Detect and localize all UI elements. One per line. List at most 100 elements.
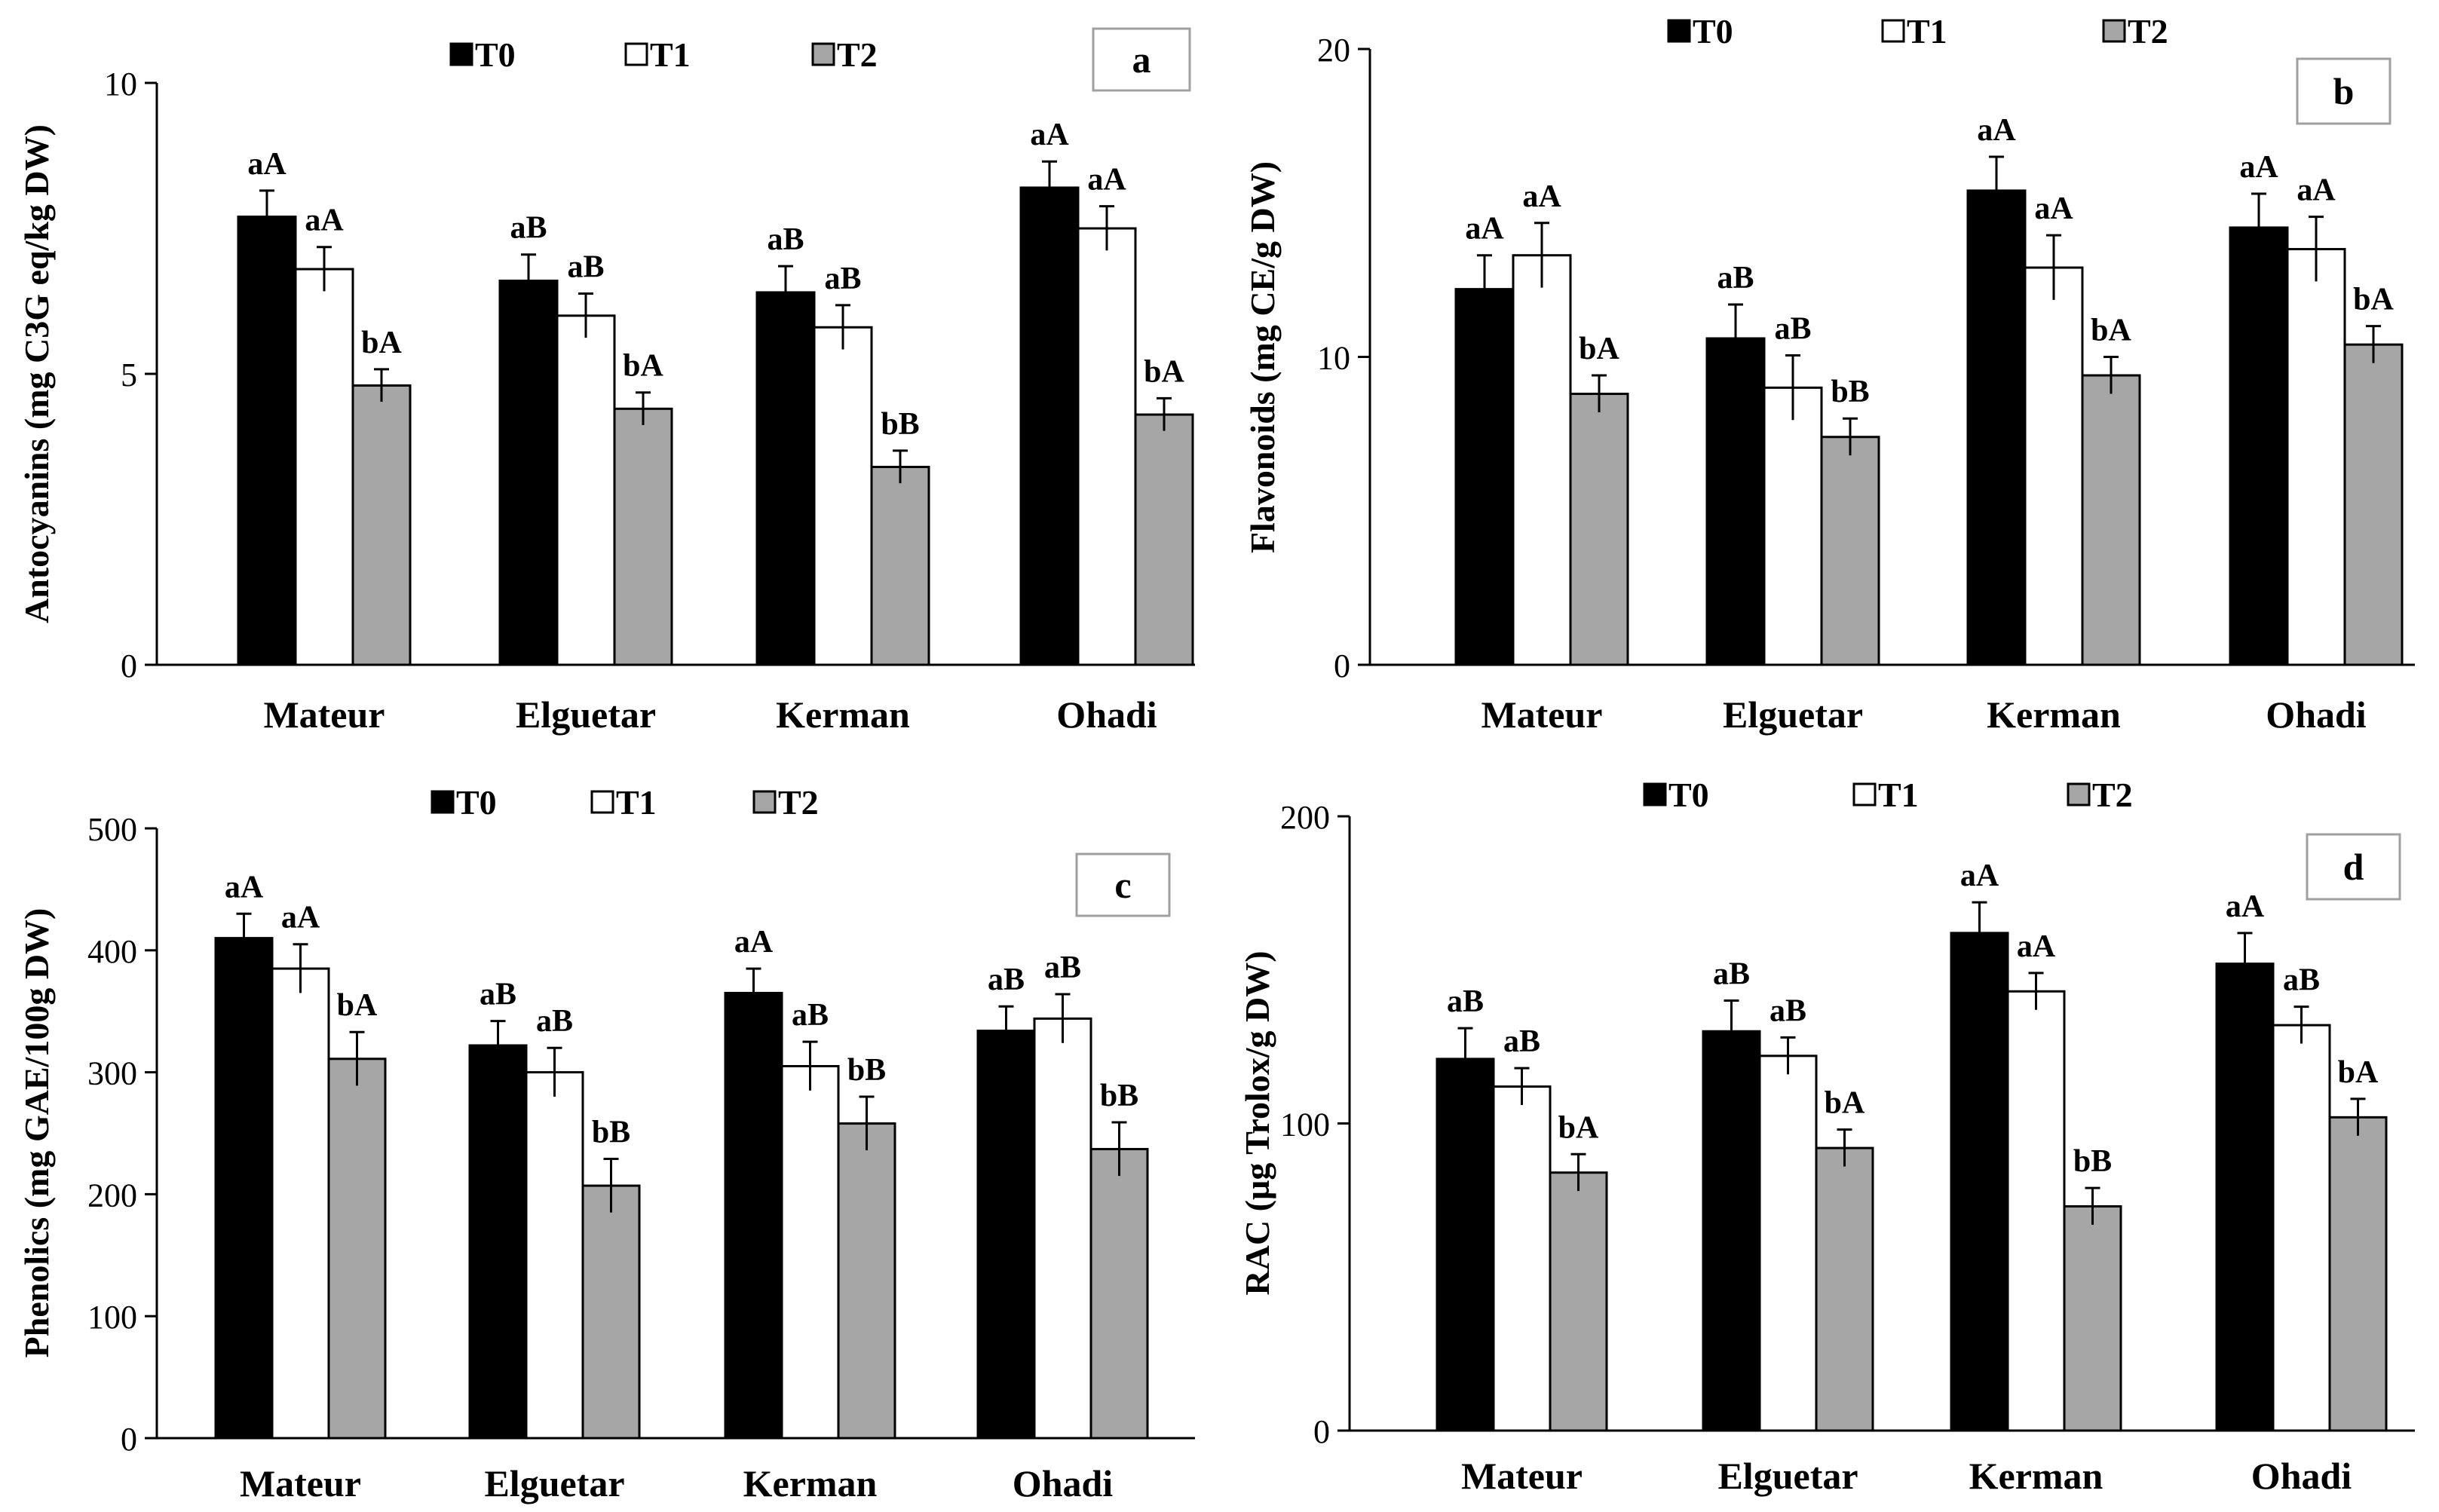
significance-label: aA bbox=[2017, 929, 2056, 964]
bar-t0 bbox=[1436, 1057, 1495, 1432]
significance-label: bA bbox=[2353, 283, 2394, 317]
bar-t1 bbox=[1492, 1085, 1552, 1432]
legend-label: T2 bbox=[778, 783, 819, 822]
legend-swatch-t1 bbox=[1881, 19, 1905, 43]
panel-label-box bbox=[2296, 57, 2392, 125]
bar-t0 bbox=[755, 291, 816, 666]
bar-t1 bbox=[1763, 386, 1823, 666]
bar-t1 bbox=[2272, 1024, 2331, 1432]
significance-label: aB bbox=[2283, 963, 2320, 998]
significance-label: aB bbox=[1713, 957, 1750, 992]
bar-t0 bbox=[237, 216, 297, 666]
significance-label: bA bbox=[1558, 1110, 1599, 1145]
panel-label: d bbox=[2343, 846, 2364, 888]
significance-label: bA bbox=[1825, 1086, 1865, 1121]
x-category-label: Elguetar bbox=[484, 1462, 624, 1504]
significance-label: aA bbox=[1087, 163, 1126, 197]
significance-label: aA bbox=[1960, 859, 1999, 893]
significance-label: aA bbox=[2226, 889, 2265, 924]
y-axis-title: RAC (µg Trolox/g DW) bbox=[1238, 950, 1276, 1295]
significance-label: aB bbox=[1770, 993, 1806, 1028]
significance-label: aB bbox=[792, 998, 829, 1033]
significance-label: bA bbox=[2091, 314, 2131, 348]
bar-t0 bbox=[2215, 963, 2275, 1432]
x-category-label: Kerman bbox=[776, 693, 910, 736]
y-axis-title: Antocyanins (mg C3G eq/kg DW) bbox=[17, 124, 56, 623]
x-category-label: Ohadi bbox=[1056, 693, 1157, 736]
significance-label: aA bbox=[2034, 191, 2073, 226]
bar-t0 bbox=[468, 1044, 528, 1440]
legend-swatch-t2 bbox=[2067, 782, 2091, 807]
significance-label: aA bbox=[247, 147, 286, 182]
significance-label: bB bbox=[592, 1115, 630, 1149]
significance-label: aB bbox=[988, 963, 1025, 997]
x-category-label: Elguetar bbox=[516, 693, 656, 736]
legend-label: T2 bbox=[2092, 776, 2133, 814]
bar-t1 bbox=[2286, 248, 2346, 666]
bar-t0 bbox=[1950, 932, 2009, 1432]
significance-label: bA bbox=[623, 349, 663, 384]
legend-label: T1 bbox=[650, 35, 691, 74]
y-tick-label: 0 bbox=[121, 1421, 137, 1458]
significance-label: aA bbox=[305, 204, 344, 238]
y-tick-label: 100 bbox=[1280, 1106, 1330, 1143]
bar-t2 bbox=[1815, 1146, 1874, 1432]
significance-label: aA bbox=[2239, 150, 2278, 185]
significance-label: aB bbox=[480, 978, 516, 1012]
y-tick-label: 0 bbox=[1313, 1413, 1330, 1450]
x-category-label: Elguetar bbox=[1723, 693, 1863, 736]
x-category-label: Mateur bbox=[263, 693, 385, 736]
x-category-label: Ohadi bbox=[1013, 1462, 1114, 1504]
panel-label: b bbox=[2333, 70, 2355, 112]
significance-label: bA bbox=[2338, 1055, 2379, 1090]
y-tick-label: 400 bbox=[87, 933, 137, 970]
legend-label: T2 bbox=[2128, 12, 2168, 51]
significance-label: bB bbox=[1831, 375, 1869, 409]
significance-label: aB bbox=[824, 262, 861, 296]
y-tick-label: 20 bbox=[1317, 32, 1350, 69]
significance-label: aB bbox=[1717, 261, 1754, 295]
legend-swatch-t2 bbox=[2102, 19, 2126, 43]
panel-label: a bbox=[1132, 38, 1151, 81]
bar-t1 bbox=[556, 314, 616, 666]
y-axis-title: Flavonoids (mg CE/g DW) bbox=[1243, 161, 1282, 553]
bar-t1 bbox=[525, 1071, 584, 1440]
panel-c-phenolics-chart: 0 100 200 300 400 500 Phenolics (mg GAE/100g D… bbox=[17, 783, 1195, 1504]
y-tick-label: 300 bbox=[87, 1055, 137, 1092]
bar-t1 bbox=[1512, 254, 1572, 666]
significance-label: aA bbox=[734, 925, 774, 960]
bar-t2 bbox=[2063, 1205, 2122, 1432]
significance-label: aB bbox=[1503, 1024, 1540, 1059]
x-category-label: Elguetar bbox=[1717, 1455, 1858, 1497]
significance-label: bB bbox=[1100, 1079, 1138, 1113]
bar-t2 bbox=[1089, 1148, 1149, 1440]
significance-label: bA bbox=[337, 988, 378, 1023]
bar-t2 bbox=[351, 384, 412, 666]
bar-t2 bbox=[2081, 374, 2141, 666]
bar-t1 bbox=[780, 1065, 840, 1440]
x-category-label: Mateur bbox=[1461, 1455, 1583, 1497]
bar-t1 bbox=[813, 326, 873, 666]
legend-swatch-t1 bbox=[1852, 782, 1877, 807]
x-category-label: Kerman bbox=[743, 1462, 878, 1504]
bar-t0 bbox=[976, 1030, 1036, 1440]
bar-t0 bbox=[2229, 226, 2289, 666]
significance-label: bA bbox=[1144, 354, 1184, 389]
panel-d-rac-chart: 0 100 200 RAC (µg Trolox/g DW) aB aB aA aA aB aB a… bbox=[1238, 776, 2415, 1497]
bar-t1 bbox=[1033, 1017, 1092, 1440]
legend-label: T0 bbox=[1668, 776, 1709, 814]
y-axis-title: Phenolics (mg GAE/100g DW) bbox=[17, 908, 56, 1358]
legend-swatch-t0 bbox=[1667, 19, 1691, 43]
panel-b-flavonoids-chart: 0 10 20 Flavonoids (mg CE/g DW) aA aB aA aA aA aB… bbox=[1243, 12, 2415, 736]
bar-t0 bbox=[1966, 189, 2027, 666]
bar-t0 bbox=[1705, 337, 1766, 666]
panel-a-antocyanins-chart: 0 5 10 Antocyanins (mg C3G eq/kg DW) aA aB aB a… bbox=[17, 27, 1195, 736]
bar-t2 bbox=[2328, 1116, 2388, 1432]
significance-label: bB bbox=[2073, 1144, 2112, 1179]
significance-label: aB bbox=[1044, 950, 1081, 985]
significance-label: aA bbox=[225, 870, 264, 904]
y-tick-label: 5 bbox=[121, 357, 137, 393]
panel-label-box bbox=[1092, 27, 1191, 92]
bar-t1 bbox=[2006, 990, 2066, 1432]
